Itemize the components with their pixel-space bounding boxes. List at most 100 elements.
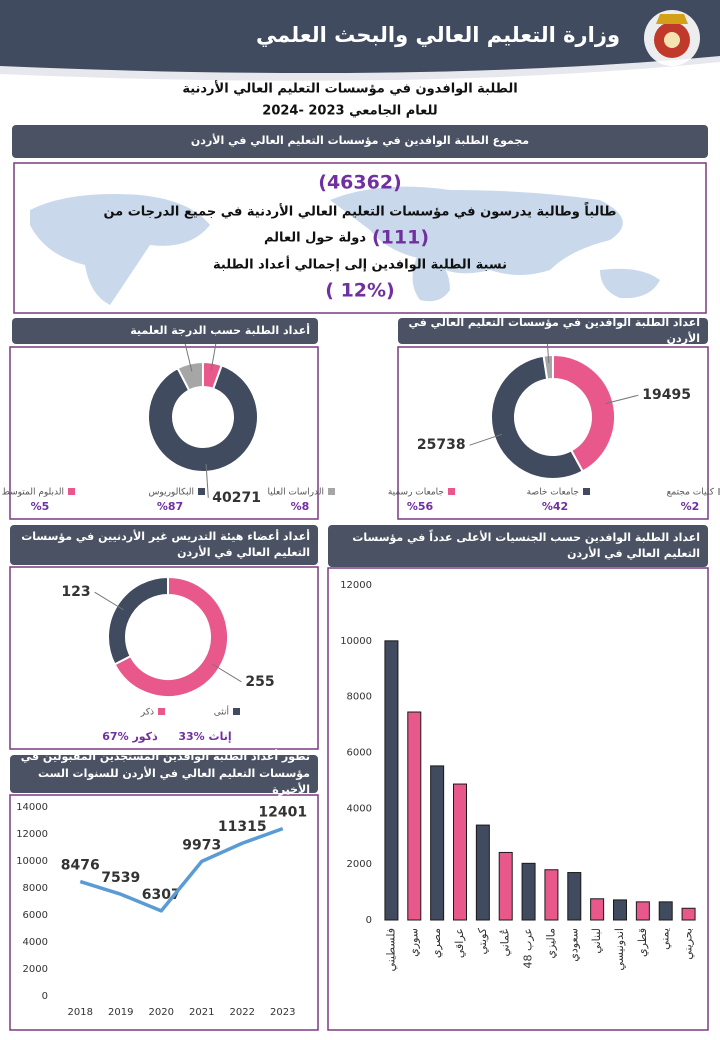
y-tick-label: 14000	[16, 802, 48, 813]
y-tick-label: 6000	[347, 748, 372, 759]
value-label: 25738	[417, 437, 466, 453]
header-band	[0, 0, 720, 74]
x-tick-label: كويتي	[476, 927, 489, 954]
bar	[498, 851, 513, 921]
summary-countries-text: دولة حول العالم	[264, 231, 366, 246]
x-tick-label: فلسطيني	[384, 928, 397, 972]
world-map	[30, 186, 660, 305]
value-label: 11315	[218, 819, 267, 835]
summary-ratio: ( 12%)	[325, 280, 394, 302]
legend-swatch	[583, 488, 590, 495]
y-tick-label: 12000	[340, 580, 372, 591]
donut-slice	[542, 353, 554, 381]
leader-line	[212, 663, 242, 683]
x-tick-label: اندونيسي	[613, 928, 626, 971]
chart-box	[9, 794, 319, 1031]
leader-line	[205, 463, 209, 498]
leader-line	[605, 394, 639, 405]
y-tick-label: 8000	[347, 692, 372, 703]
y-tick-label: 2000	[23, 964, 48, 975]
x-tick-label: مصري	[430, 928, 443, 958]
chart-title: تطور أعداد الطلبة الوافدين المستجدين الم…	[10, 750, 318, 796]
summary-countries: (111)	[372, 227, 429, 249]
x-tick-label: سوري	[407, 928, 420, 957]
legend-label: أنثى	[214, 706, 229, 718]
donut-slice	[107, 575, 169, 666]
x-tick-label: ماليزي	[544, 928, 557, 959]
y-tick-label: 4000	[347, 803, 372, 814]
share-label: %2	[681, 500, 700, 513]
donut-slice	[113, 575, 229, 698]
legend-swatch	[718, 488, 720, 495]
page-title: الطلبة الوافدون في مؤسسات التعليم العالي…	[182, 80, 517, 97]
value-label: 255	[245, 674, 274, 690]
x-tick-label: 2019	[108, 1007, 133, 1018]
line	[79, 826, 284, 913]
bar	[658, 901, 673, 921]
summary-ratio-text: نسبة الطلبة الوافدين إلى إجمالي أعداد ال…	[213, 256, 507, 273]
bar	[475, 824, 490, 921]
value-label: 12401	[258, 805, 307, 821]
legend-label: ذكر	[140, 708, 154, 718]
legend-swatch	[68, 488, 75, 495]
x-tick-label: لبناني	[590, 928, 603, 954]
x-tick-label: عُماني	[499, 928, 512, 957]
x-tick-label: 2020	[149, 1007, 174, 1018]
value-label: 123	[61, 584, 90, 600]
value-label: 19495	[642, 387, 691, 403]
legend-label: الدبلوم المتوسط	[2, 488, 64, 498]
share-label: %56	[407, 500, 434, 513]
x-tick-label: 2021	[189, 1007, 214, 1018]
bar	[521, 862, 536, 921]
y-tick-label: 0	[366, 915, 372, 926]
bar	[544, 869, 559, 921]
chart-title: أعداد الطلبة حسب الدرجة العلمية	[12, 318, 318, 344]
y-tick-label: 0	[42, 991, 48, 1002]
value-label: 8476	[61, 858, 100, 874]
bar	[407, 711, 422, 921]
bar	[635, 901, 650, 921]
donut-slice	[552, 353, 616, 473]
legend-label: جامعات خاصة	[527, 488, 579, 498]
donut-slice	[147, 364, 259, 473]
summary-title: مجموع الطلبة الوافدين في مؤسسات التعليم …	[12, 125, 708, 158]
donut-slice	[176, 360, 204, 392]
bar	[430, 765, 445, 921]
x-tick-label: يمني	[659, 928, 672, 950]
y-tick-label: 6000	[23, 910, 48, 921]
emblem	[644, 10, 700, 66]
x-tick-label: قطري	[636, 928, 649, 957]
chart-box	[9, 566, 319, 750]
summary-total: (46362)	[318, 172, 401, 194]
chart-title: أعداد الطلبة الوافدين في مؤسسات التعليم …	[398, 316, 708, 345]
share-label: %42	[542, 500, 568, 513]
y-tick-label: 12000	[16, 829, 48, 840]
summary-text: طالباً وطالبة يدرسون في مؤسسات التعليم ا…	[103, 202, 616, 220]
bar	[567, 872, 582, 921]
legend-label: البكالوريوس	[148, 488, 194, 498]
x-tick-label: عراقي	[453, 928, 466, 958]
ministry: وزارة التعليم العالي والبحث العلمي	[256, 23, 620, 47]
share-label: %87	[157, 500, 183, 513]
legend-label: كليات مجتمع	[667, 488, 715, 498]
x-tick-label: بحريني	[682, 928, 695, 960]
legend-label: جامعات رسمية	[388, 488, 444, 498]
bar	[613, 899, 627, 921]
x-tick-label: عرب 48	[522, 928, 535, 969]
chart-title: أعداد أعضاء هيئة التدريس غير الأردنيين ف…	[10, 525, 318, 565]
x-tick-label: 2018	[68, 1007, 93, 1018]
legend-swatch	[448, 488, 455, 495]
y-tick-label: 8000	[23, 883, 48, 894]
legend-swatch	[233, 708, 240, 715]
bar	[384, 640, 399, 921]
legend-swatch	[158, 708, 165, 715]
bar	[590, 898, 605, 921]
y-tick-label: 10000	[340, 636, 372, 647]
value-label: 40271	[212, 490, 261, 506]
y-tick-label: 4000	[23, 937, 48, 948]
legend-swatch	[328, 488, 335, 495]
page-year: للعام الجامعي 2023 -2024	[262, 104, 437, 119]
share-label: 67% ذكور	[102, 730, 158, 743]
